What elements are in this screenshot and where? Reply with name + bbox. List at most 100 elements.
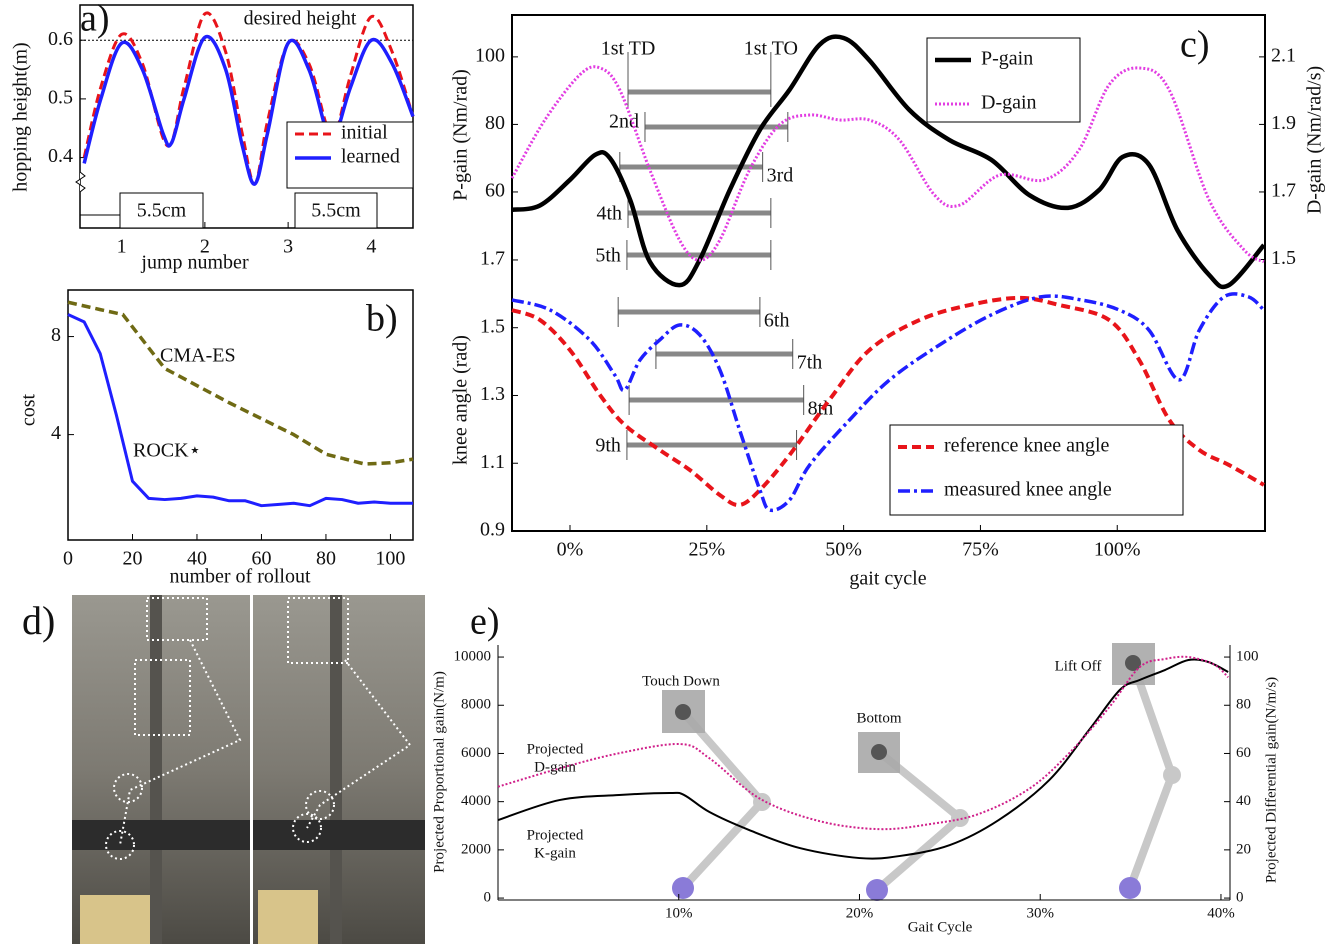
series-label: D-gain [534,759,576,775]
panel-label: e) [470,601,500,643]
y-tick-label: 0.4 [48,145,73,167]
x-tick-label: 25% [688,539,725,561]
y-tick-label: 8 [51,324,61,346]
plot-frame [511,14,1266,532]
y-tick-label: 60 [485,180,505,202]
series-line [67,300,414,466]
legend-box [926,37,1081,123]
series-line [511,295,1265,507]
legend-label: D-gain [981,92,1037,114]
annotation: 5.5cm [311,200,361,222]
legend-box [889,424,1184,516]
y-tick-label: 0.6 [48,28,73,50]
y2-tick-label: 1.9 [1271,112,1296,134]
y-tick-label: 1.5 [480,315,505,337]
scale-box [119,192,204,229]
series-label: K-gain [534,845,576,861]
annotation: Bottom [856,710,901,726]
robot-base [72,820,250,850]
leg-outline [105,597,412,860]
phase-label: 7th [797,352,823,374]
phase-label: 5th [595,245,621,267]
y-tick-label: 2000 [461,841,491,857]
panel-label: d) [22,598,55,643]
y2-tick-label: 20 [1236,841,1251,857]
phase-label: 3rd [767,165,794,187]
annotation: Touch Down [642,673,720,689]
x-tick-label: 1 [117,236,127,258]
legend-label: reference knee angle [944,435,1110,457]
y2-tick-label: 2.1 [1271,44,1296,66]
axis-break [75,171,86,193]
x-tick-label: 30% [1026,905,1054,921]
phase-label: 1st TD [601,38,656,60]
x-axis-label: number of rollout [169,566,311,588]
y2-tick-label: 100 [1236,648,1259,664]
series-label: Projected [527,827,584,843]
x-tick-label: 10% [665,905,693,921]
y-axis-label: Projected Proportional gain(N/m) [431,671,447,873]
annotation: Lift Off [1055,658,1102,674]
robot-pole [330,595,342,944]
y-tick-label: 4 [51,422,61,444]
y-tick-label: 0.9 [480,519,505,541]
phase-label: 2nd [609,111,639,133]
x-tick-label: 2 [200,236,210,258]
scale-box [294,192,378,229]
y2-tick-label: 40 [1236,793,1251,809]
series-line [511,292,1266,513]
y2-tick-label: 80 [1236,697,1251,713]
y-tick-label: 1.3 [480,383,505,405]
phase-label: 1st TO [744,38,798,60]
series-label: Projected [527,741,584,757]
x-tick-label: 80 [316,548,336,570]
y-tick-label: 80 [485,112,505,134]
annotation: 5.5cm [137,200,187,222]
x-axis-label: Gait Cycle [908,919,973,935]
x-tick-label: 0% [557,539,584,561]
y-tick-label: 1.1 [480,451,505,473]
plot-frame [67,289,414,541]
series-line [67,313,413,508]
x-axis-label: jump number [140,252,249,274]
y-axis-label: hopping height(m) [10,42,32,191]
y2-tick-label: 0 [1236,890,1244,906]
phase-label: 6th [764,310,790,332]
legend-label: P-gain [981,48,1033,70]
panel-label: b) [366,298,398,340]
y-tick-label: 1.7 [480,248,505,270]
x-tick-label: 3 [283,236,293,258]
y2-tick-label: 60 [1236,745,1251,761]
y-axis-label: P-gain (Nm/rad) [450,69,472,201]
y2-tick-label: 1.7 [1271,180,1296,202]
x-tick-label: 40% [1207,905,1235,921]
series-line [511,34,1266,290]
y2-axis-label: D-gain (Nm/rad/s) [1304,66,1326,214]
x-tick-label: 50% [825,539,862,561]
y2-tick-label: 1.5 [1271,247,1296,269]
phase-label: 9th [595,435,621,457]
legend-label: learned [341,146,400,168]
x-tick-label: 20 [122,548,142,570]
legend-label: measured knee angle [944,479,1112,501]
y-axis-label: cost [18,393,40,426]
legend-box [286,121,414,189]
y-tick-label: 8000 [461,697,491,713]
y-tick-label: 6000 [461,745,491,761]
y-tick-label: 0 [484,890,492,906]
y-tick-label: 100 [475,44,505,66]
x-tick-label: 100% [1094,539,1141,561]
y2-axis-label: Projected Differential gain(N/m/s) [1263,677,1279,883]
photo-panel: d) [22,595,425,944]
y-axis-label: knee angle (rad) [450,335,472,465]
y-tick-label: 0.5 [48,86,73,108]
series-label: CMA-ES [160,345,236,367]
x-tick-label: 0 [63,548,73,570]
block [80,895,150,944]
robot-base [253,820,425,850]
x-tick-label: 20% [846,905,874,921]
y-tick-label: 4000 [461,793,491,809]
legend-label: initial [341,122,388,144]
